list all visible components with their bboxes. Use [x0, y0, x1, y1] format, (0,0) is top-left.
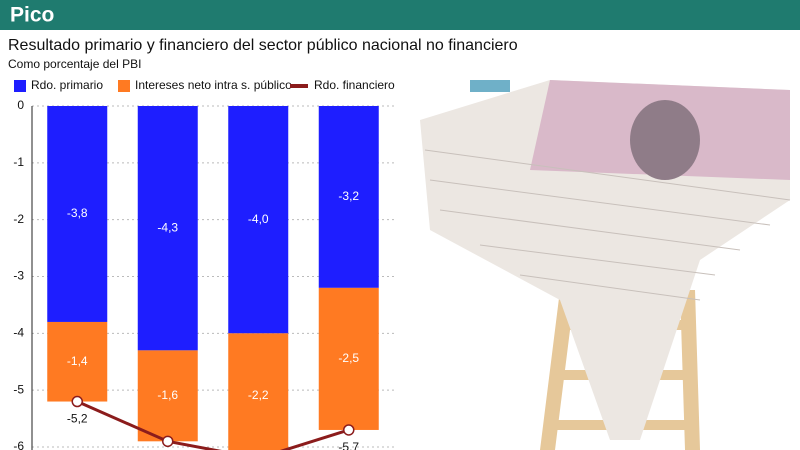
legend-swatch	[14, 80, 26, 92]
header-title: Pico	[10, 4, 54, 27]
data-label: -2,5	[338, 351, 359, 365]
data-label: -1,6	[157, 388, 178, 402]
y-tick-label: -1	[13, 155, 24, 169]
data-label: -1,4	[67, 354, 88, 368]
chart-subtitle: Como porcentaje del PBI	[8, 57, 141, 71]
data-label: -4,3	[157, 220, 178, 234]
bar-segment	[47, 106, 108, 322]
chart-title: Resultado primario y financiero del sect…	[8, 37, 518, 54]
y-tick-label: -4	[13, 326, 24, 340]
data-label: -2,2	[248, 388, 269, 402]
legend-label: Rdo. primario	[31, 78, 103, 92]
bar-segment	[47, 321, 108, 402]
line	[76, 400, 350, 450]
y-tick-label: 0	[17, 98, 24, 112]
bar-segment	[137, 350, 198, 442]
legend-swatch	[118, 80, 130, 92]
bar-segment	[228, 333, 289, 450]
data-label: -3,2	[338, 189, 359, 203]
data-label: -4,0	[248, 212, 269, 226]
line-point	[71, 395, 83, 408]
bar-segment	[137, 106, 198, 351]
bar-segment	[228, 106, 289, 334]
legend-label: Rdo. financiero	[314, 78, 395, 92]
line-point	[162, 435, 174, 448]
header-bar	[0, 0, 800, 30]
data-label: -3,8	[67, 206, 88, 220]
line-point	[343, 424, 355, 436]
data-label: -5,7	[338, 440, 359, 450]
y-tick-label: -3	[13, 269, 24, 283]
bar-segment	[318, 287, 379, 430]
y-tick-label: -2	[13, 212, 24, 226]
y-tick-label: -6	[13, 439, 24, 450]
data-label: -5,2	[67, 412, 88, 426]
legend-label: Intereses neto intra s. público	[135, 78, 292, 92]
bar-segment	[318, 106, 379, 288]
y-tick-label: -5	[13, 382, 24, 396]
money-illustration	[420, 80, 791, 450]
